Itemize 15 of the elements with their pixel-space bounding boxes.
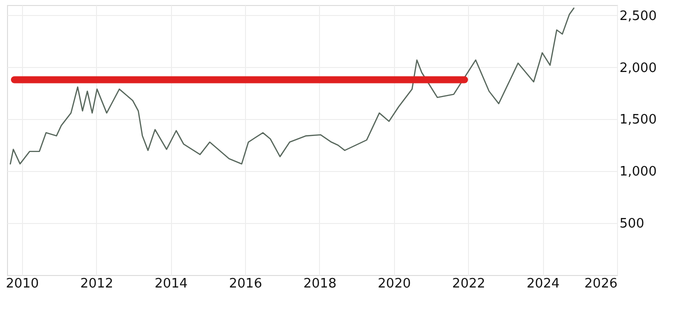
x-tick-label: 2024 xyxy=(526,276,560,292)
x-tick-label: 2026 xyxy=(584,276,618,292)
y-tick-label: 500 xyxy=(620,216,644,232)
x-tick-label: 2020 xyxy=(378,276,411,292)
y-tick-label: 2,500 xyxy=(620,8,657,24)
x-tick-label: 2010 xyxy=(6,276,39,292)
x-tick-label: 2022 xyxy=(452,276,486,292)
x-tick-label: 2012 xyxy=(80,276,114,292)
x-tick-label: 2016 xyxy=(229,276,262,292)
y-tick-label: 1,500 xyxy=(620,112,657,128)
line-series xyxy=(10,8,574,164)
y-tick-label: 2,000 xyxy=(620,60,657,76)
x-tick-label: 2018 xyxy=(303,276,336,292)
y-tick-label: 1,000 xyxy=(620,164,657,180)
x-tick-label: 2014 xyxy=(154,276,188,292)
